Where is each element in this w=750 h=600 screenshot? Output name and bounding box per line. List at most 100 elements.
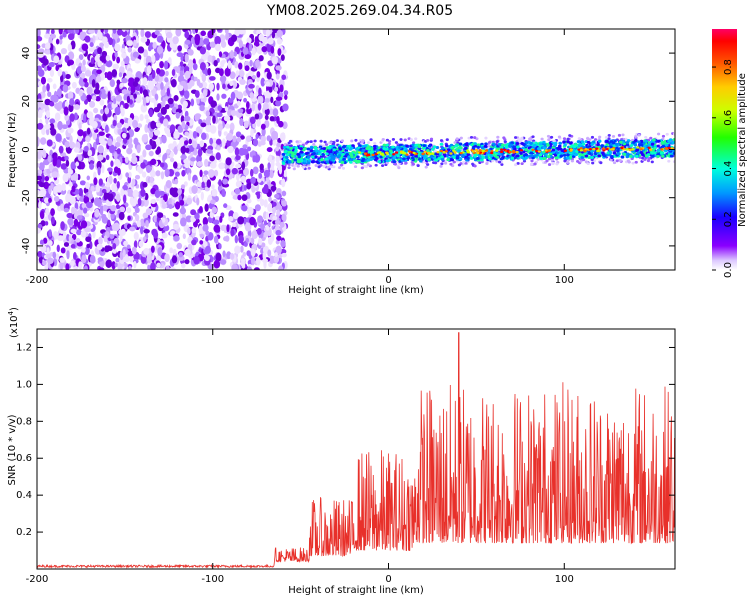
noise-cell (82, 59, 86, 66)
band-halo-cell (598, 135, 602, 139)
band-core-cell (616, 152, 621, 156)
band-core-cell (306, 161, 311, 165)
noise-cell (49, 69, 55, 77)
noise-cell (161, 135, 167, 144)
noise-cell (104, 107, 110, 115)
noise-cell (73, 147, 80, 153)
band-core-cell (650, 151, 654, 155)
band-halo-cell (462, 160, 466, 164)
noise-cell (46, 253, 52, 259)
noise-cell (159, 162, 165, 168)
noise-cell (270, 185, 277, 192)
noise-cell (183, 104, 187, 112)
noise-cell (166, 87, 171, 97)
noise-cell (261, 127, 266, 137)
band-halo-cell (335, 139, 339, 143)
noise-cell (163, 152, 168, 160)
noise-cell (216, 29, 222, 32)
noise-cell (263, 169, 270, 178)
noise-cell (125, 172, 129, 178)
noise-cell (112, 243, 117, 250)
noise-cell (87, 149, 93, 157)
band-halo-cell (656, 132, 661, 136)
noise-cell (113, 222, 120, 232)
band-halo-cell (385, 138, 390, 142)
noise-cell (114, 51, 118, 58)
noise-cell (69, 113, 75, 122)
band-halo-cell (612, 161, 617, 165)
noise-cell (116, 148, 121, 155)
noise-cell (251, 248, 256, 258)
noise-cell (250, 237, 255, 244)
noise-cell (69, 135, 73, 144)
band-core-cell (602, 154, 607, 158)
band-core-cell (520, 156, 525, 160)
noise-cell (80, 65, 86, 73)
noise-cell (224, 67, 231, 77)
noise-cell (107, 91, 111, 101)
noise-cell (276, 235, 282, 241)
noise-cell (149, 159, 157, 166)
band-core-cell (458, 145, 463, 149)
noise-cell (144, 114, 149, 120)
noise-cell (126, 147, 133, 155)
noise-cell (257, 215, 264, 223)
noise-cell (107, 138, 113, 147)
noise-cell (202, 89, 208, 97)
band-core-cell (657, 139, 661, 143)
band-core-cell (281, 152, 286, 156)
noise-cell (184, 53, 189, 63)
noise-cell (134, 77, 140, 83)
noise-cell (221, 138, 226, 148)
noise-cell (122, 184, 129, 191)
noise-cell (156, 122, 161, 129)
noise-cell (87, 95, 92, 103)
band-core-cell (423, 155, 427, 159)
noise-cell (257, 237, 263, 246)
noise-cell (129, 226, 136, 232)
noise-cell (170, 78, 177, 88)
noise-cell (274, 252, 278, 257)
noise-cell (224, 123, 231, 129)
noise-cell (168, 203, 173, 210)
noise-cell (50, 128, 57, 136)
band-core-cell (653, 151, 657, 155)
band-core-cell (440, 146, 445, 150)
band-halo-cell (369, 138, 373, 142)
noise-cell (94, 29, 98, 35)
noise-cell (115, 94, 123, 102)
noise-cell (118, 211, 125, 221)
noise-cell (165, 265, 170, 270)
noise-cell (60, 163, 67, 170)
noise-cell (105, 259, 112, 268)
noise-cell (89, 163, 95, 170)
band-halo-cell (350, 139, 354, 143)
noise-cell (234, 147, 240, 156)
noise-cell (42, 58, 49, 66)
band-halo-cell (665, 132, 669, 136)
noise-cell (183, 115, 191, 122)
noise-cell (184, 30, 190, 39)
noise-cell (231, 167, 238, 175)
noise-cell (126, 71, 133, 77)
noise-cell (199, 62, 206, 71)
noise-cell (177, 75, 185, 83)
noise-cell (283, 90, 289, 96)
band-core-cell (538, 142, 543, 146)
band-core-cell (396, 154, 400, 158)
noise-cell (213, 224, 221, 233)
noise-cell (194, 90, 200, 98)
noise-cell (169, 267, 176, 270)
band-core-cell (293, 158, 298, 162)
noise-cell (205, 116, 211, 126)
band-halo-cell (496, 135, 500, 139)
noise-cell (84, 145, 89, 152)
band-halo-cell (549, 135, 554, 139)
noise-cell (65, 74, 71, 80)
band-core-cell (385, 159, 390, 163)
band-halo-cell (486, 144, 491, 147)
noise-cell (275, 73, 280, 80)
band-core-cell (672, 138, 675, 142)
band-halo-cell (331, 142, 336, 146)
noise-cell (150, 120, 156, 130)
